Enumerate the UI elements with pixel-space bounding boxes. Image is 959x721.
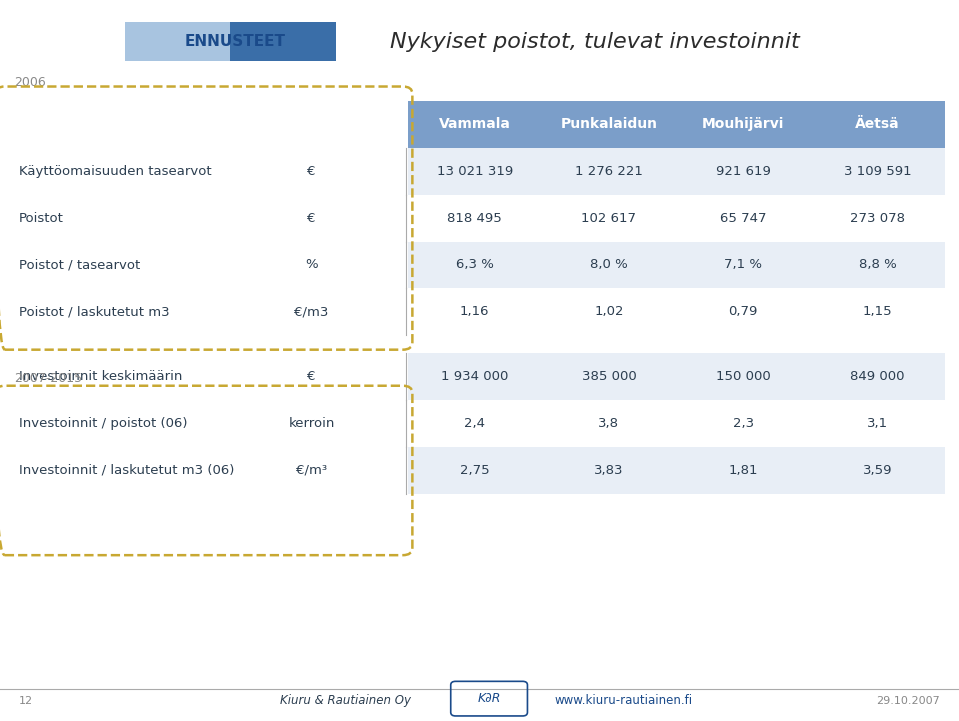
Text: Käyttöomaisuuden tasearvot: Käyttöomaisuuden tasearvot (19, 164, 212, 178)
Text: €/m³: €/m³ (296, 464, 327, 477)
Text: 7,1 %: 7,1 % (724, 258, 762, 272)
Text: 2007-2015: 2007-2015 (14, 372, 82, 385)
Text: %: % (305, 258, 318, 272)
Text: Mouhijärvi: Mouhijärvi (702, 118, 784, 131)
FancyBboxPatch shape (408, 101, 945, 148)
FancyBboxPatch shape (125, 22, 230, 61)
Text: Punkalaidun: Punkalaidun (560, 118, 658, 131)
FancyBboxPatch shape (125, 22, 336, 61)
Text: 921 619: 921 619 (715, 164, 771, 178)
Text: 818 495: 818 495 (447, 211, 503, 225)
Text: Poistot / tasearvot: Poistot / tasearvot (19, 258, 140, 272)
Text: Kiuru & Rautiainen Oy: Kiuru & Rautiainen Oy (280, 694, 410, 707)
Text: 3,1: 3,1 (867, 417, 888, 430)
FancyBboxPatch shape (408, 195, 945, 242)
Text: 8,8 %: 8,8 % (858, 258, 897, 272)
Text: 3,83: 3,83 (595, 464, 623, 477)
Text: 0,79: 0,79 (729, 305, 758, 319)
Text: Äetsä: Äetsä (855, 118, 900, 131)
Text: 1,15: 1,15 (863, 305, 892, 319)
Text: 65 747: 65 747 (720, 211, 766, 225)
Text: Investoinnit / laskutetut m3 (06): Investoinnit / laskutetut m3 (06) (19, 464, 235, 477)
Text: kerroin: kerroin (289, 417, 335, 430)
Text: €/m3: €/m3 (294, 305, 329, 319)
Text: Investoinnit / poistot (06): Investoinnit / poistot (06) (19, 417, 188, 430)
FancyBboxPatch shape (408, 288, 945, 335)
Text: 1 276 221: 1 276 221 (575, 164, 643, 178)
Text: 3 109 591: 3 109 591 (844, 164, 911, 178)
Text: 2,4: 2,4 (464, 417, 485, 430)
Text: ENNUSTEET: ENNUSTEET (184, 35, 286, 49)
Text: €: € (308, 370, 316, 384)
Text: 2,3: 2,3 (733, 417, 754, 430)
Text: 1,02: 1,02 (595, 305, 623, 319)
Text: Investoinnit keskimäärin: Investoinnit keskimäärin (19, 370, 182, 384)
Text: 8,0 %: 8,0 % (590, 258, 628, 272)
Text: €: € (308, 211, 316, 225)
Text: 2006: 2006 (14, 76, 46, 89)
FancyBboxPatch shape (408, 148, 945, 195)
Text: Nykyiset poistot, tulevat investoinnit: Nykyiset poistot, tulevat investoinnit (389, 32, 800, 52)
Text: Vammala: Vammala (439, 118, 510, 131)
Text: 273 078: 273 078 (850, 211, 905, 225)
Text: 150 000: 150 000 (715, 370, 771, 384)
Text: 12: 12 (19, 696, 34, 706)
Text: 3,8: 3,8 (598, 417, 620, 430)
Text: 13 021 319: 13 021 319 (436, 164, 513, 178)
Text: K∂R: K∂R (478, 692, 501, 705)
Text: 29.10.2007: 29.10.2007 (877, 696, 940, 706)
FancyBboxPatch shape (408, 353, 945, 400)
Text: 385 000: 385 000 (581, 370, 637, 384)
Text: €: € (308, 164, 316, 178)
Text: 2,75: 2,75 (460, 464, 489, 477)
Text: Poistot: Poistot (19, 211, 64, 225)
Text: 102 617: 102 617 (581, 211, 637, 225)
Text: www.kiuru-rautiainen.fi: www.kiuru-rautiainen.fi (554, 694, 692, 707)
Text: 1 934 000: 1 934 000 (441, 370, 508, 384)
FancyBboxPatch shape (408, 242, 945, 288)
Text: Poistot / laskutetut m3: Poistot / laskutetut m3 (19, 305, 170, 319)
FancyBboxPatch shape (408, 400, 945, 447)
Text: 6,3 %: 6,3 % (456, 258, 494, 272)
Text: 1,81: 1,81 (729, 464, 758, 477)
Text: 849 000: 849 000 (851, 370, 904, 384)
Text: 1,16: 1,16 (460, 305, 489, 319)
FancyBboxPatch shape (408, 447, 945, 494)
Text: 3,59: 3,59 (863, 464, 892, 477)
